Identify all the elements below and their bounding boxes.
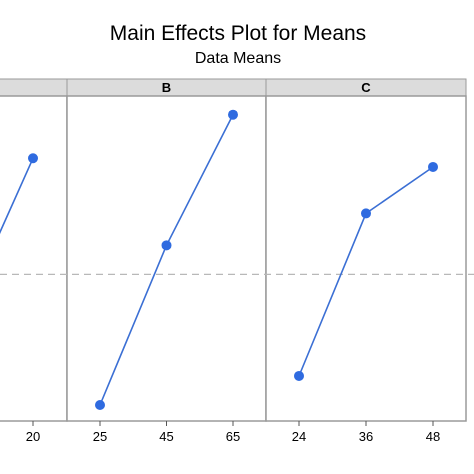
data-point [28,153,38,164]
x-tick-label: 36 [359,429,373,444]
x-tick-label: 20 [26,429,40,444]
data-point [428,161,438,172]
panel-label-b: B [162,80,171,95]
panels-group: 20 B 25 45 65 C 24 36 48 [0,78,474,444]
panel-plot-area [66,95,267,422]
x-tick-label: 48 [426,429,440,444]
panel-label-c: C [361,80,371,95]
panel-plot-area [0,95,68,422]
data-point [228,109,238,120]
series-line-a [0,157,34,235]
x-tick-label: 24 [292,429,306,444]
x-tick-label: 45 [159,429,173,444]
panel-header-bg [0,78,68,97]
data-point [361,208,371,219]
data-point [95,400,105,410]
chart-subtitle: Data Means [195,50,281,67]
x-tick-label: 25 [93,429,107,444]
chart-title: Main Effects Plot for Means [110,22,366,45]
data-point [161,240,172,251]
x-tick-label: 65 [226,429,240,444]
data-point [294,370,304,381]
